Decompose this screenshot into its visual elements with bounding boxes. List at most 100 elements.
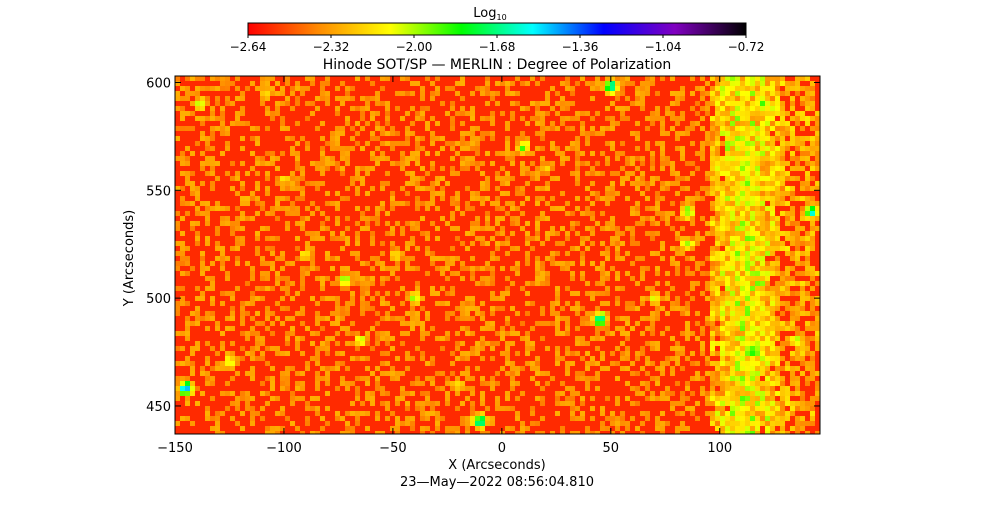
pixel <box>645 116 650 121</box>
pixel <box>780 241 785 246</box>
pixel <box>185 316 190 321</box>
pixel <box>780 106 785 111</box>
pixel <box>690 256 695 261</box>
pixel <box>285 211 290 216</box>
pixel <box>195 206 200 211</box>
pixel <box>810 221 815 226</box>
pixel <box>690 281 695 286</box>
pixel <box>745 151 750 156</box>
pixel <box>635 136 640 141</box>
pixel <box>405 156 410 161</box>
pixel <box>490 96 495 101</box>
pixel <box>540 216 545 221</box>
pixel <box>245 311 250 316</box>
pixel <box>810 146 815 151</box>
pixel <box>580 371 585 376</box>
pixel <box>510 326 515 331</box>
pixel <box>760 136 765 141</box>
pixel <box>760 101 765 106</box>
pixel <box>380 266 385 271</box>
pixel <box>725 156 730 161</box>
pixel <box>240 391 245 396</box>
pixel <box>620 166 625 171</box>
pixel <box>720 276 725 281</box>
pixel <box>230 401 235 406</box>
pixel <box>715 276 720 281</box>
pixel <box>500 326 505 331</box>
pixel <box>190 266 195 271</box>
pixel <box>715 316 720 321</box>
pixel <box>765 416 770 421</box>
colorbar-label-base: Log <box>473 6 496 21</box>
pixel <box>360 211 365 216</box>
pixel <box>735 141 740 146</box>
pixel <box>505 346 510 351</box>
pixel <box>740 161 745 166</box>
pixel <box>725 131 730 136</box>
pixel <box>350 96 355 101</box>
pixel <box>770 111 775 116</box>
pixel <box>240 301 245 306</box>
pixel <box>725 291 730 296</box>
pixel <box>375 221 380 226</box>
pixel <box>730 401 735 406</box>
pixel <box>730 396 735 401</box>
pixel <box>195 341 200 346</box>
pixel <box>180 156 185 161</box>
pixel <box>215 246 220 251</box>
pixel <box>755 151 760 156</box>
pixel <box>245 171 250 176</box>
pixel <box>625 171 630 176</box>
pixel <box>615 426 620 431</box>
pixel <box>175 286 180 291</box>
pixel <box>670 406 675 411</box>
pixel <box>590 396 595 401</box>
pixel <box>295 151 300 156</box>
pixel <box>735 356 740 361</box>
pixel <box>755 386 760 391</box>
pixel <box>790 206 795 211</box>
pixel <box>790 131 795 136</box>
pixel <box>505 396 510 401</box>
pixel <box>750 356 755 361</box>
pixel <box>335 416 340 421</box>
pixel <box>655 396 660 401</box>
pixel <box>485 281 490 286</box>
pixel <box>745 251 750 256</box>
pixel <box>780 426 785 431</box>
pixel <box>750 336 755 341</box>
pixel <box>445 221 450 226</box>
pixel <box>740 391 745 396</box>
pixel <box>205 236 210 241</box>
pixel <box>335 216 340 221</box>
pixel <box>740 421 745 426</box>
pixel <box>480 431 485 434</box>
pixel <box>510 156 515 161</box>
pixel <box>640 191 645 196</box>
pixel <box>715 186 720 191</box>
pixel <box>595 196 600 201</box>
pixel <box>480 336 485 341</box>
pixel <box>625 321 630 326</box>
pixel <box>740 296 745 301</box>
pixel <box>755 396 760 401</box>
pixel <box>415 206 420 211</box>
pixel <box>655 311 660 316</box>
pixel <box>190 101 195 106</box>
pixel <box>760 196 765 201</box>
pixel <box>710 186 715 191</box>
pixel <box>350 401 355 406</box>
pixel <box>395 141 400 146</box>
pixel <box>295 246 300 251</box>
pixel <box>735 191 740 196</box>
pixel <box>615 256 620 261</box>
pixel <box>765 326 770 331</box>
pixel <box>765 366 770 371</box>
pixel <box>615 81 620 86</box>
pixel <box>790 281 795 286</box>
pixel <box>325 251 330 256</box>
pixel <box>735 336 740 341</box>
pixel <box>490 161 495 166</box>
pixel <box>300 351 305 356</box>
pixel <box>515 101 520 106</box>
